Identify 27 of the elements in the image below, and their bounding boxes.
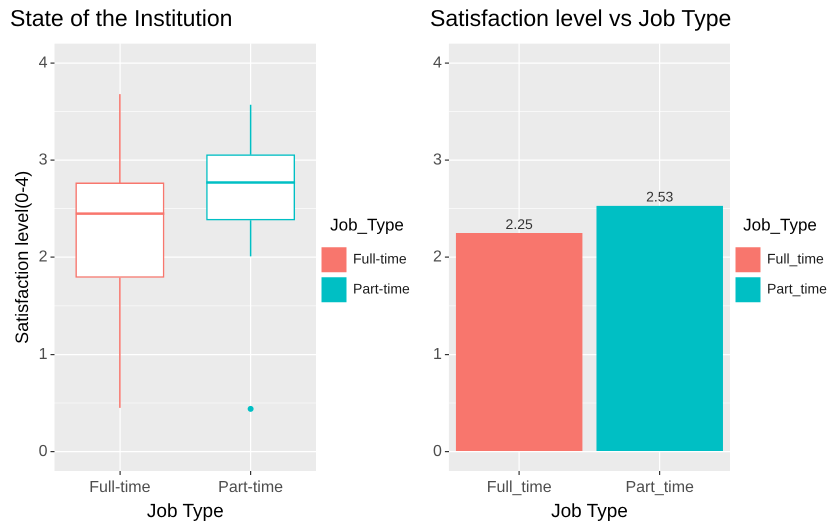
y-tick-label: 3 <box>432 152 442 169</box>
y-axis-title: Satisfaction level(0-4) <box>12 170 32 344</box>
y-tick-label: 0 <box>38 442 48 460</box>
chart-title: State of the Institution <box>10 5 232 32</box>
data-label: 2.25 <box>506 216 534 232</box>
x-tick-label: Part-time <box>218 479 284 496</box>
legend-title: Job_Type <box>743 215 817 234</box>
legend-label: Full_time <box>767 250 824 267</box>
y-tick-label: 1 <box>38 346 48 363</box>
y-tick-label: 2 <box>38 248 48 266</box>
y-tick-label: 4 <box>432 54 442 72</box>
x-tick-label: Full-time <box>89 479 151 496</box>
legend-label: Part_time <box>767 280 828 297</box>
x-tick-label: Part_time <box>625 479 694 496</box>
y-tick-label: 1 <box>432 346 442 363</box>
y-tick-label: 0 <box>432 442 442 460</box>
y-tick-label: 2 <box>432 248 442 266</box>
x-axis-title: Job Type <box>146 500 224 522</box>
y-tick-label: 4 <box>38 54 48 72</box>
legend-title: Job_Type <box>330 215 404 234</box>
chart-title: Satisfaction level vs Job Type <box>430 5 732 32</box>
legend-label: Part-time <box>353 280 410 297</box>
legend-label: Full-time <box>353 250 407 267</box>
y-tick-label: 3 <box>38 152 48 169</box>
data-label: 2.53 <box>646 188 674 205</box>
x-tick-label: Full_time <box>486 479 552 496</box>
x-axis-title: Job Type <box>551 500 628 522</box>
